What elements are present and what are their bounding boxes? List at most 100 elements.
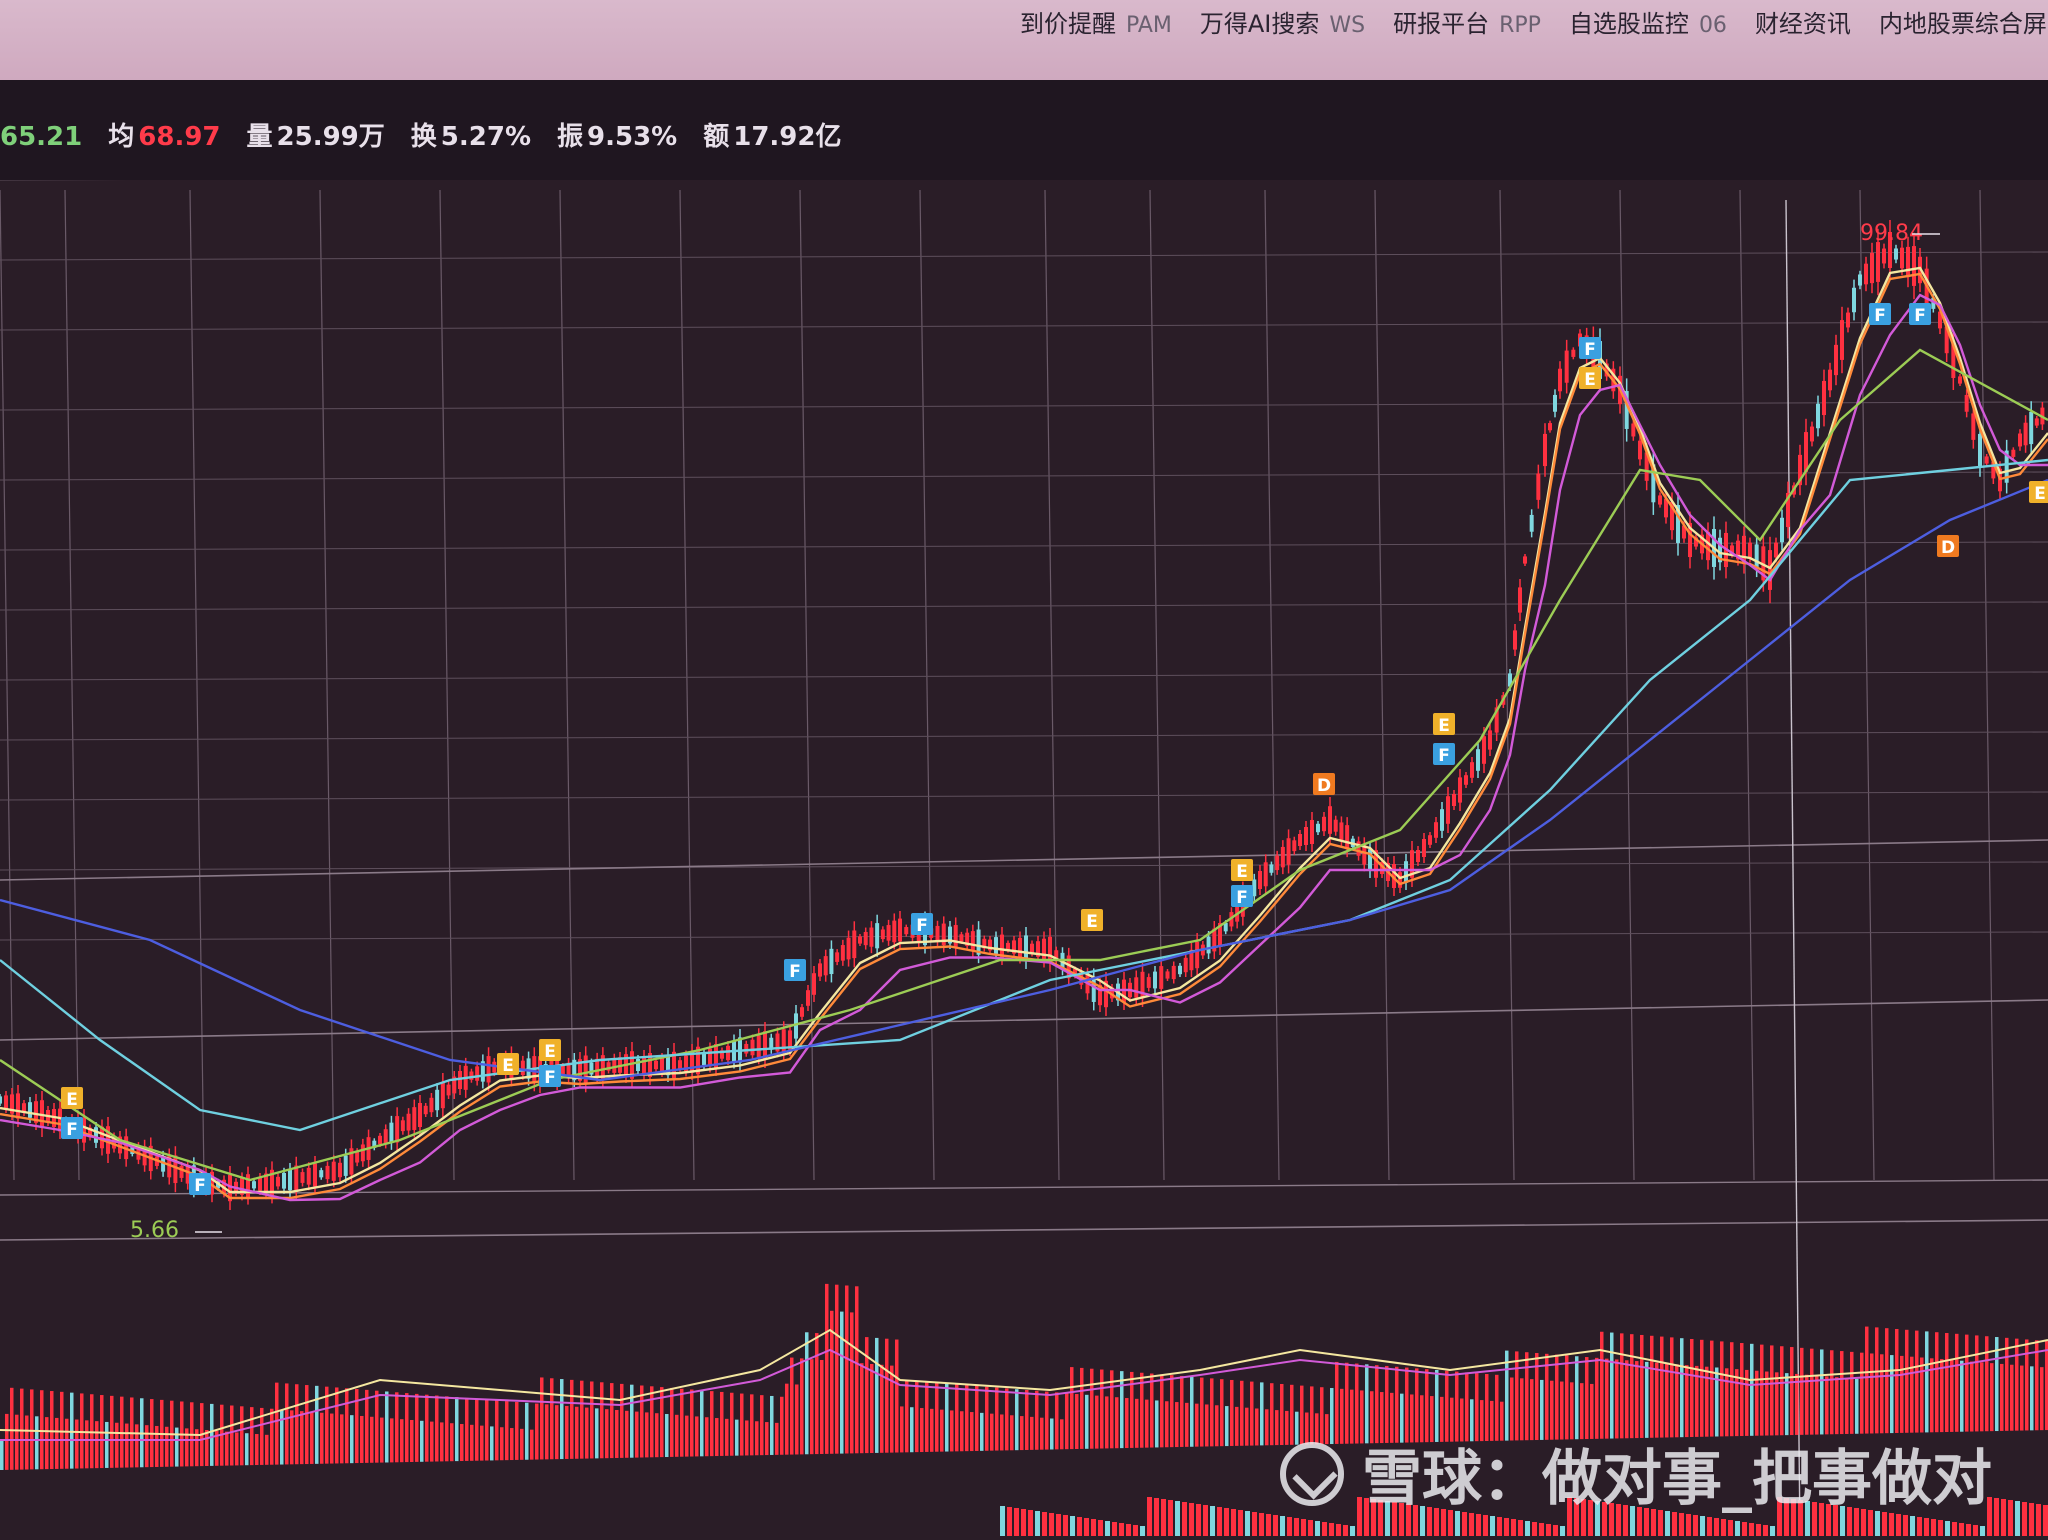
volume-bar	[1890, 1355, 1894, 1434]
candle-body	[829, 948, 834, 975]
candle-body	[654, 1060, 658, 1070]
nav-item-2[interactable]: 研报平台 RPP	[1393, 4, 1541, 39]
volume-bar	[65, 1418, 69, 1469]
volume-bar	[1165, 1401, 1169, 1448]
grid-vline	[319, 189, 335, 1181]
signal-marker-text: E	[1236, 862, 1248, 882]
volume-bar	[840, 1311, 844, 1454]
candle-body	[959, 934, 964, 942]
volume-bar	[1865, 1326, 1869, 1434]
volume-bar	[555, 1405, 559, 1460]
volume-bar	[1590, 1383, 1594, 1439]
candle-body	[1513, 630, 1517, 650]
candle-body	[1798, 454, 1802, 486]
candle-body	[1870, 252, 1874, 284]
grid-vline	[1499, 189, 1515, 1181]
volume-bar	[1240, 1380, 1244, 1446]
macd-bar	[1854, 1508, 1859, 1536]
candle-body	[185, 1165, 190, 1184]
candle-body	[452, 1076, 457, 1094]
macd-bar	[1322, 1522, 1327, 1536]
nav-item-5[interactable]: 内地股票综合屏	[1879, 4, 2047, 39]
macd-bar	[1756, 1524, 1761, 1536]
stat-key: 换	[410, 122, 437, 152]
candle-body	[1688, 522, 1692, 558]
candle-body	[636, 1059, 640, 1071]
candle-body	[22, 1103, 26, 1113]
candle-body	[1730, 545, 1734, 555]
volume-bar	[490, 1426, 494, 1461]
volume-bar	[1140, 1372, 1144, 1448]
stat-value: 68.97	[138, 122, 221, 152]
volume-bar	[2045, 1341, 2048, 1431]
nav-item-0[interactable]: 到价提醒 PAM	[1020, 4, 1172, 39]
stat-0: 65.21	[0, 122, 82, 152]
candle-body	[1651, 464, 1656, 503]
volume-bar	[135, 1424, 139, 1468]
nav-item-4[interactable]: 财经资讯	[1755, 4, 1851, 39]
volume-bar	[1630, 1334, 1634, 1439]
candle-body	[1638, 440, 1642, 460]
volume-bar	[1135, 1398, 1139, 1448]
grid-vline	[0, 189, 15, 1181]
macd-bar	[1091, 1519, 1096, 1536]
macd-bar	[1483, 1515, 1488, 1536]
volume-bar	[1160, 1374, 1164, 1448]
candle-body	[1464, 775, 1468, 785]
volume-bar	[735, 1419, 739, 1456]
macd-bar	[1140, 1526, 1145, 1536]
volume-bar	[1575, 1356, 1579, 1440]
candle-body	[276, 1176, 280, 1187]
volume-bar	[1860, 1352, 1864, 1434]
macd-bar	[1581, 1499, 1586, 1536]
volume-bar	[585, 1407, 589, 1459]
candle-body	[794, 1013, 798, 1039]
volume-bar	[815, 1333, 819, 1455]
nav-item-label: 研报平台	[1393, 9, 1490, 38]
volume-bar	[1730, 1342, 1734, 1437]
volume-bar	[1550, 1380, 1554, 1440]
macd-bar	[1308, 1520, 1313, 1536]
ma-line-5	[0, 478, 2048, 1082]
volume-bar	[2005, 1337, 2009, 1431]
volume-bar	[1485, 1373, 1489, 1441]
macd-bar	[1672, 1512, 1677, 1536]
volume-bar	[380, 1417, 384, 1463]
kline-chart[interactable]: 99.84 5.66 E F F E F E F F E E F D E F F E F F D E	[0, 171, 2048, 1537]
candle-body	[1536, 473, 1541, 500]
macd-bar	[1721, 1519, 1726, 1536]
volume-bar	[580, 1380, 584, 1459]
volume-bar	[850, 1312, 854, 1454]
volume-bar	[345, 1388, 349, 1464]
candle-body	[1183, 957, 1188, 973]
candle-body	[423, 1105, 428, 1115]
volume-bar	[125, 1423, 129, 1468]
volume-bar	[375, 1390, 379, 1463]
candle-body	[1571, 349, 1576, 357]
signal-marker-E	[497, 1053, 519, 1075]
signal-marker-D	[1313, 773, 1335, 795]
macd-bar	[1273, 1515, 1278, 1536]
nav-item-3[interactable]: 自选股监控 06	[1569, 4, 1727, 39]
volume-bar	[980, 1412, 984, 1451]
volume-bar	[85, 1420, 89, 1469]
volume-bar	[1545, 1353, 1549, 1440]
volume-bar	[1090, 1368, 1094, 1449]
volume-bar	[1115, 1397, 1119, 1449]
volume-bar	[15, 1414, 19, 1470]
macd-bar	[1427, 1507, 1432, 1536]
macd-bar	[1931, 1519, 1936, 1536]
candle-body	[708, 1048, 712, 1067]
grid-hline	[0, 861, 2048, 871]
macd-bar	[1896, 1514, 1901, 1536]
nav-item-1[interactable]: 万得AI搜索 WS	[1200, 4, 1365, 39]
grid-hline	[0, 471, 2048, 481]
macd-bar	[2008, 1500, 2013, 1536]
volume-bar	[1760, 1344, 1764, 1436]
candle-body	[480, 1061, 485, 1082]
volume-bar	[1850, 1351, 1854, 1434]
volume-bar	[680, 1388, 684, 1457]
signal-marker-E	[539, 1039, 561, 1061]
volume-bar	[1715, 1367, 1719, 1437]
macd-bar	[1868, 1510, 1873, 1536]
